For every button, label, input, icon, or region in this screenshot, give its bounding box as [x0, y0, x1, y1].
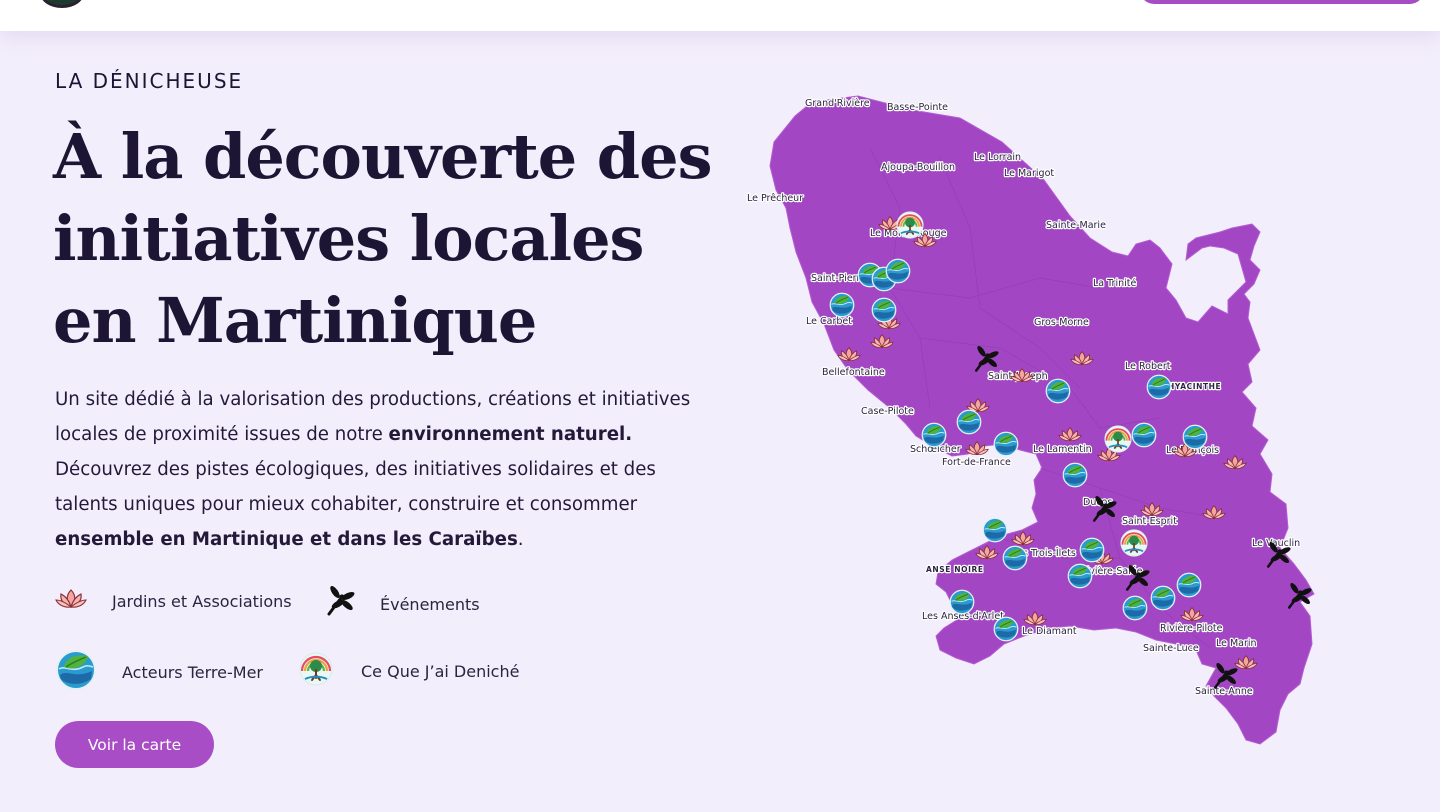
denicheuse-logo-icon[interactable]: [40, 0, 84, 8]
legend-item-deniche: Ce Que J’ai Deniché: [299, 651, 519, 691]
map-label: Les Anses-d'Arlet: [922, 611, 1004, 622]
map-label: Bellefontaine: [822, 367, 885, 378]
map-label: Sainte-Anne: [1195, 686, 1253, 697]
top-navbar: [0, 0, 1440, 31]
earth-leaf-icon[interactable]: [982, 517, 1008, 543]
legend-item-evenements: Événements: [323, 585, 480, 623]
hero-text-bold-2: ensemble en Martinique et dans les Caraï…: [55, 529, 518, 550]
earth-leaf-icon[interactable]: [871, 297, 897, 323]
map-label: Sainte-Marie: [1046, 220, 1106, 231]
legend-label: Ce Que J’ai Deniché: [361, 661, 520, 681]
earth-leaf-icon[interactable]: [885, 258, 911, 284]
earth-leaf-icon[interactable]: [993, 431, 1019, 457]
earth-leaf-icon[interactable]: [1067, 563, 1093, 589]
map-label: Case-Pilote: [861, 406, 914, 417]
earth-leaf-icon[interactable]: [949, 589, 975, 615]
hero-title: À la découverte des initiatives locales …: [53, 120, 713, 357]
lotus-icon: [55, 588, 87, 614]
legend-label: Événements: [380, 594, 480, 614]
map-label: Saint-Pierre: [811, 273, 866, 284]
map-label: Le Prêcheur: [747, 193, 803, 204]
map-label: Le Robert: [1125, 361, 1171, 372]
map-label: Le Lorrain: [974, 152, 1021, 163]
tree-rainbow-icon[interactable]: [1120, 528, 1148, 558]
earth-leaf-icon[interactable]: [956, 409, 982, 435]
see-map-button[interactable]: Voir la carte: [55, 721, 214, 768]
dragonfly-icon: [323, 585, 355, 623]
martinique-map[interactable]: Grand'Rivière Basse-Pointe Le Lorrain Aj…: [740, 88, 1340, 748]
map-label: Rivière-Salée: [1080, 566, 1143, 577]
map-label: Le Marin: [1216, 638, 1257, 649]
map-label: La Trinité: [1093, 278, 1136, 289]
site-eyebrow: LA DÉNICHEUSE: [55, 69, 244, 93]
map-label: Ajoupa-Bouillon: [881, 162, 955, 173]
tree-rainbow-icon: [299, 651, 333, 691]
earth-leaf-icon: [55, 649, 97, 695]
legend-item-acteurs: Acteurs Terre-Mer: [55, 649, 263, 695]
earth-leaf-icon[interactable]: [1131, 422, 1157, 448]
map-label: Basse-Pointe: [887, 102, 948, 113]
map-label: Les Trois-Îlets: [1012, 547, 1076, 559]
header-cta-button[interactable]: [1140, 0, 1424, 4]
tree-rainbow-icon[interactable]: [896, 210, 924, 240]
map-label: HYACINTHE: [1168, 382, 1221, 391]
earth-leaf-icon[interactable]: [1146, 374, 1172, 400]
legend-label: Acteurs Terre-Mer: [122, 662, 263, 682]
earth-leaf-icon[interactable]: [1002, 545, 1028, 571]
earth-leaf-icon[interactable]: [1045, 378, 1071, 404]
earth-leaf-icon[interactable]: [829, 292, 855, 318]
map-label: Gros-Morne: [1034, 317, 1089, 328]
map-label: Le Vauclin: [1252, 538, 1300, 549]
earth-leaf-icon[interactable]: [993, 616, 1019, 642]
map-label: Le Carbet: [806, 316, 852, 327]
legend-item-jardins: Jardins et Associations: [55, 588, 292, 614]
hero-description: Un site dédié à la valorisation des prod…: [55, 382, 715, 557]
map-label: Le Marigot: [1004, 168, 1054, 179]
legend-label: Jardins et Associations: [112, 591, 292, 611]
map-label: Le Lamentin: [1033, 444, 1092, 455]
earth-leaf-icon[interactable]: [1182, 424, 1208, 450]
hero-text-part-3: .: [517, 529, 524, 550]
map-label: Saint-Esprit: [1122, 516, 1177, 527]
earth-leaf-icon[interactable]: [1122, 595, 1148, 621]
map-label: ANSE NOIRE: [926, 565, 984, 574]
map-label: Le Diamant: [1022, 626, 1077, 637]
earth-leaf-icon[interactable]: [1079, 537, 1105, 563]
hero-text-part-2: Découvrez des pistes écologiques, des in…: [55, 459, 656, 515]
earth-leaf-icon[interactable]: [1150, 585, 1176, 611]
tree-rainbow-icon[interactable]: [1104, 424, 1132, 454]
hero-text-part-1: Un site dédié à la valorisation des prod…: [55, 389, 691, 445]
hero-text-bold-1: environnement naturel.: [388, 424, 633, 445]
map-label: Rivière-Pilote: [1160, 623, 1223, 634]
earth-leaf-icon[interactable]: [1062, 462, 1088, 488]
map-label: Schœlcher: [910, 444, 961, 455]
earth-leaf-icon[interactable]: [921, 422, 947, 448]
map-label: Fort-de-France: [942, 457, 1011, 468]
earth-leaf-icon[interactable]: [1176, 572, 1202, 598]
map-label: Grand'Rivière: [805, 98, 870, 109]
map-label: Sainte-Luce: [1143, 643, 1199, 654]
